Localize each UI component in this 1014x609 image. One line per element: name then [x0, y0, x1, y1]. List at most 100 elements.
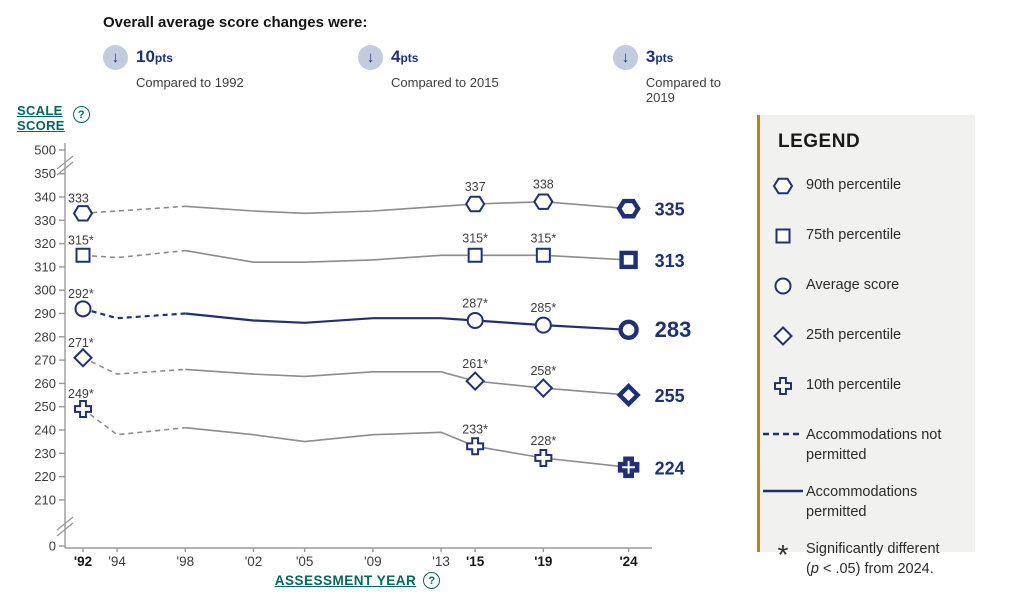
marker-75th-percentile-2015	[467, 247, 483, 263]
point-label-average-score-2015: 287*	[462, 296, 488, 310]
axis-break-icon	[56, 155, 74, 170]
y-tick-0: 0	[49, 539, 56, 554]
x-tick-05: '05	[296, 554, 314, 569]
end-label-25th-percentile: 255	[655, 386, 685, 406]
change-comparison: Compared to 2019	[645, 75, 722, 105]
change-comparison: Compared to 2015	[391, 75, 499, 90]
series-90th-percentile-solid-line	[185, 200, 629, 215]
marker-average-score-2015	[466, 311, 484, 329]
point-label-10th-percentile-1992: 249*	[68, 387, 94, 401]
series-25th-percentile-solid-line	[185, 368, 629, 396]
circle-icon	[774, 277, 792, 295]
y-tick-300: 300	[34, 283, 56, 298]
x-axis-label: ASSESSMENT YEAR ?	[65, 572, 650, 589]
end-label-90th-percentile: 335	[655, 200, 685, 220]
y-tick-240: 240	[34, 423, 56, 438]
down-arrow-icon: ↓	[613, 45, 638, 70]
legend-item-75th-percentile: 75th percentile	[760, 223, 967, 249]
x-tick-92: '92	[74, 554, 92, 569]
score-change-2: ↓ 4pts Compared to 2015	[358, 44, 499, 90]
series-75th-percentile-dashed-line	[82, 249, 186, 259]
marker-90th-percentile-1992	[72, 205, 94, 222]
legend-item-label: Average score	[806, 277, 900, 293]
legend-item-25th-percentile: 25th percentile	[760, 323, 967, 349]
point-label-75th-percentile-2015: 315*	[462, 231, 488, 245]
legend-item-90th-percentile: 90th percentile	[760, 173, 967, 199]
y-tick-220: 220	[34, 469, 56, 484]
point-label-10th-percentile-2015: 233*	[462, 422, 488, 436]
series-average-score-solid-line	[185, 312, 629, 331]
end-label-10th-percentile: 224	[655, 458, 685, 478]
legend-item-label: Significantly different (p < .05) from 20…	[806, 541, 940, 577]
series-75th-percentile-solid-line	[185, 249, 629, 264]
marker-average-score-1992	[74, 300, 92, 318]
y-tick-230: 230	[34, 446, 56, 461]
legend-item-10th-percentile: 10th percentile	[760, 373, 967, 399]
legend-item-average-score: Average score	[760, 273, 967, 299]
y-tick-320: 320	[34, 236, 56, 251]
marker-90th-percentile-2015	[464, 195, 486, 213]
diamond-icon	[773, 326, 793, 346]
change-amount: 4pts	[391, 47, 419, 66]
x-tick-98: '98	[177, 554, 195, 569]
change-amount: 10pts	[136, 47, 173, 66]
legend-item-accommodations-permitted: Accommodations permitted	[760, 480, 967, 522]
marker-average-score-2019	[534, 316, 552, 334]
help-icon[interactable]: ?	[423, 572, 441, 589]
marker-25th-percentile-2024	[616, 382, 641, 408]
y-tick-270: 270	[34, 353, 56, 368]
square-icon	[775, 228, 791, 244]
y-tick-250: 250	[34, 399, 56, 414]
y-tick-260: 260	[34, 376, 56, 391]
point-label-75th-percentile-2019: 315*	[530, 231, 556, 245]
point-label-25th-percentile-2015: 261*	[462, 357, 488, 371]
marker-75th-percentile-2019	[535, 247, 551, 263]
point-label-10th-percentile-2019: 228*	[530, 434, 556, 448]
plus-icon	[774, 377, 792, 395]
marker-average-score-2024	[618, 319, 639, 341]
marker-10th-percentile-2024	[617, 456, 640, 479]
help-icon[interactable]: ?	[72, 106, 90, 123]
point-label-90th-percentile-1992: 333	[68, 191, 89, 205]
legend-panel: LEGEND 90th percentile 75th percentile A…	[757, 115, 975, 577]
point-label-90th-percentile-2019: 338	[533, 178, 554, 192]
marker-25th-percentile-1992	[73, 347, 93, 368]
end-label-average-score: 283	[655, 317, 692, 342]
x-tick-94: '94	[108, 554, 126, 569]
marker-25th-percentile-2019	[533, 378, 554, 398]
legend-item-label: Accommodations permitted	[806, 484, 918, 520]
y-tick-500: 500	[34, 143, 56, 158]
down-arrow-icon: ↓	[103, 45, 128, 70]
y-axis-label: SCALE SCORE ?	[17, 103, 90, 134]
point-label-75th-percentile-1992: 315*	[68, 233, 94, 247]
marker-75th-percentile-1992	[75, 247, 91, 263]
end-label-75th-percentile: 313	[655, 251, 685, 271]
legend-item-label: Accommodations not permitted	[806, 427, 942, 463]
legend-item-accommodations-not-permitted: Accommodations not permitted	[760, 423, 967, 465]
series-25th-percentile-dashed-line	[82, 357, 186, 375]
series-average-score-dashed-line	[82, 307, 186, 320]
down-arrow-icon: ↓	[358, 45, 383, 70]
legend-items: 90th percentile 75th percentile Average …	[760, 173, 967, 579]
x-tick-09: '09	[364, 554, 382, 569]
scores-line-chart-svg: 500 350 340 330 320 310 300 290 280 270 260 250 240 2…	[34, 143, 692, 570]
legend-item-label: 10th percentile	[806, 377, 902, 393]
change-comparison: Compared to 1992	[136, 75, 244, 90]
dashed-line-icon	[763, 432, 803, 436]
y-tick-210: 210	[34, 492, 56, 507]
y-tick-290: 290	[34, 306, 56, 321]
legend-item-label: 90th percentile	[806, 177, 902, 193]
series-10th-percentile-solid-line	[185, 426, 629, 469]
marker-25th-percentile-2015	[465, 371, 486, 391]
assessment-year-link[interactable]: ASSESSMENT YEAR	[274, 573, 417, 588]
page-title: Overall average score changes were:	[103, 14, 368, 31]
legend-title: LEGEND	[778, 131, 861, 152]
scale-score-link[interactable]: SCALE SCORE	[17, 103, 65, 134]
point-label-25th-percentile-1992: 271*	[68, 336, 94, 350]
marker-10th-percentile-2019	[534, 448, 553, 467]
x-tick-02: '02	[245, 554, 263, 569]
legend-item-significantly-different: * Significantly different (p < .05) from …	[760, 537, 967, 579]
axis-break-icon	[56, 516, 74, 531]
change-amount: 3pts	[645, 47, 674, 66]
